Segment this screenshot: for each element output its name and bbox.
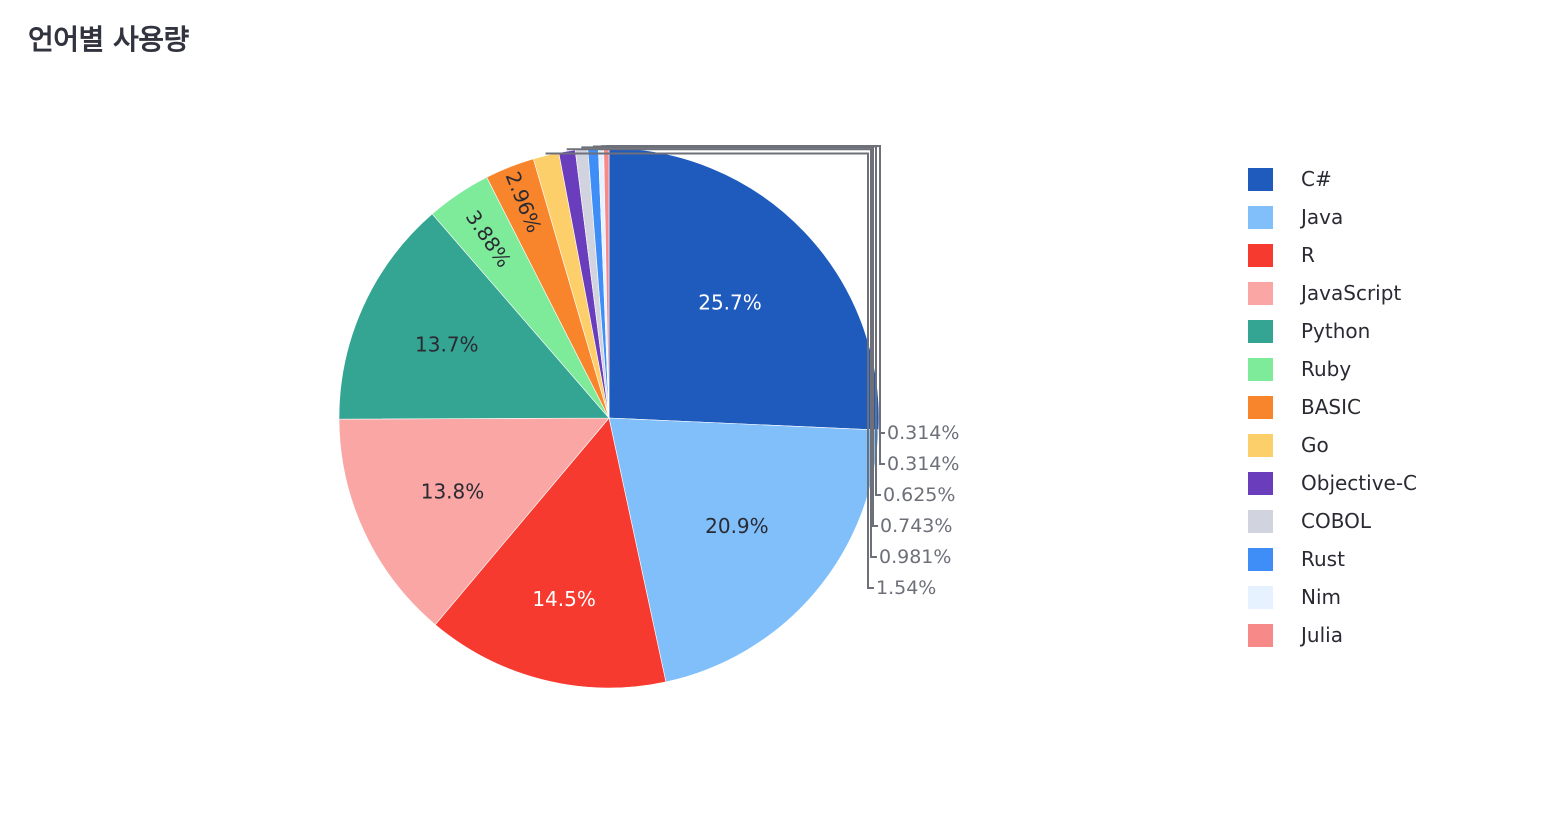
- legend-label: C#: [1301, 167, 1332, 191]
- legend-label: COBOL: [1301, 509, 1371, 533]
- outer-label-julia: 0.314%: [887, 422, 959, 444]
- legend-swatch: [1248, 167, 1273, 191]
- pie-slice-javascript[interactable]: [338, 417, 610, 626]
- legend-swatch: [1248, 395, 1273, 419]
- slice-label-python: 13.7%: [415, 332, 479, 356]
- slice-label-javascript: 13.8%: [421, 479, 485, 503]
- legend-swatch: [1248, 319, 1273, 343]
- legend-label: R: [1301, 243, 1315, 267]
- outer-label-nim: 0.314%: [887, 453, 959, 475]
- legend-item-java[interactable]: Java: [1248, 198, 1417, 236]
- legend-swatch: [1248, 509, 1273, 533]
- legend-label: Go: [1301, 433, 1329, 457]
- slice-label-java: 20.9%: [705, 514, 769, 538]
- legend-item-javascript[interactable]: JavaScript: [1248, 274, 1417, 312]
- legend-swatch: [1248, 471, 1273, 495]
- outer-label-rust: 0.625%: [883, 484, 955, 506]
- outer-label-objective-c: 0.981%: [879, 546, 951, 568]
- legend-item-julia[interactable]: Julia: [1248, 616, 1417, 654]
- legend-label: Python: [1301, 319, 1371, 343]
- pie-slice-r[interactable]: [434, 417, 667, 689]
- legend-swatch: [1248, 585, 1273, 609]
- pie-slice-python[interactable]: [338, 213, 610, 420]
- legend-item-objective-c[interactable]: Objective-C: [1248, 464, 1417, 502]
- legend-label: Objective-C: [1301, 471, 1418, 495]
- legend-swatch: [1248, 623, 1273, 647]
- legend-swatch: [1248, 357, 1273, 381]
- legend-swatch: [1248, 547, 1273, 571]
- outer-label-cobol: 0.743%: [880, 515, 952, 537]
- legend-item-basic[interactable]: BASIC: [1248, 388, 1417, 426]
- legend-item-cobol[interactable]: COBOL: [1248, 502, 1417, 540]
- legend-swatch: [1248, 243, 1273, 267]
- legend-label: Julia: [1301, 623, 1343, 647]
- leader-line-go: [545, 152, 874, 589]
- legend-label: Nim: [1301, 585, 1341, 609]
- legend-swatch: [1248, 281, 1273, 305]
- legend-item-go[interactable]: Go: [1248, 426, 1417, 464]
- legend-swatch: [1248, 205, 1273, 229]
- legend-item-c[interactable]: C#: [1248, 160, 1417, 198]
- legend-item-rust[interactable]: Rust: [1248, 540, 1417, 578]
- legend-item-ruby[interactable]: Ruby: [1248, 350, 1417, 388]
- legend-label: BASIC: [1301, 395, 1361, 419]
- leader-line-cobol: [581, 146, 878, 527]
- pie-slice-c[interactable]: [608, 147, 880, 431]
- legend-label: Ruby: [1301, 357, 1352, 381]
- legend-item-python[interactable]: Python: [1248, 312, 1417, 350]
- outer-label-go: 1.54%: [876, 577, 936, 599]
- slice-label-c: 25.7%: [698, 290, 762, 314]
- chart-title: 언어별 사용량: [28, 23, 189, 56]
- legend-label: Rust: [1301, 547, 1345, 571]
- legend-label: JavaScript: [1301, 281, 1402, 305]
- leader-line-objective-c: [566, 148, 877, 558]
- legend-swatch: [1248, 433, 1273, 457]
- legend-item-nim[interactable]: Nim: [1248, 578, 1417, 616]
- legend-item-r[interactable]: R: [1248, 236, 1417, 274]
- legend-label: Java: [1301, 205, 1344, 229]
- legend: C# Java R JavaScript Python Ruby BASIC Go Object…: [1248, 160, 1417, 654]
- slice-label-r: 14.5%: [532, 587, 596, 611]
